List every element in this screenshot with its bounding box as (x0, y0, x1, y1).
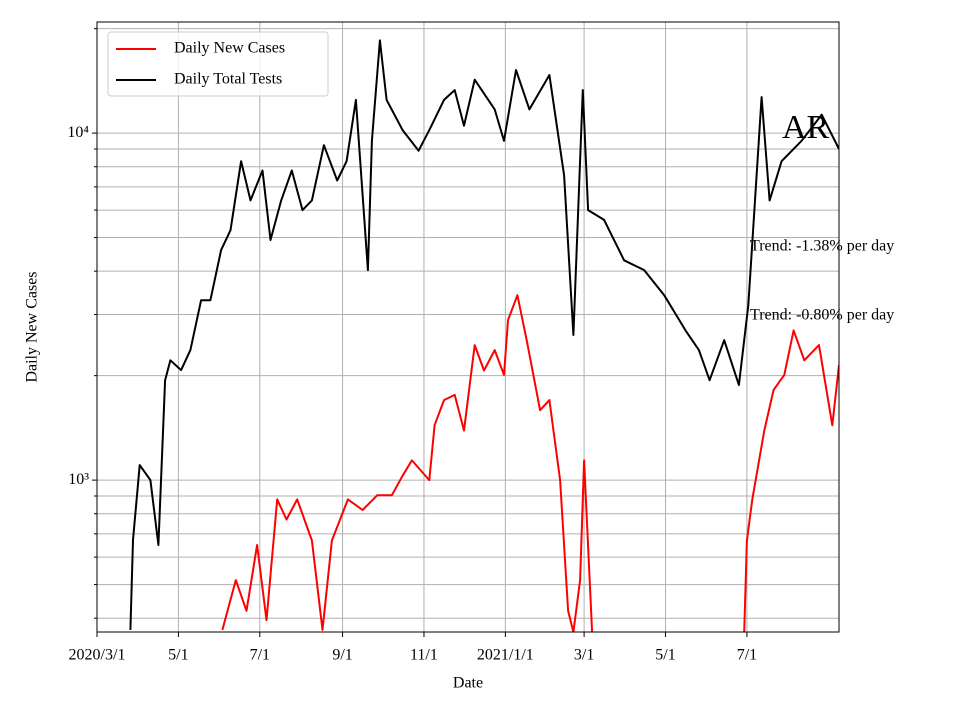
legend-box (107, 31, 329, 97)
x-tick-label: 7/1 (737, 647, 757, 664)
legend: Daily New Cases Daily Total Tests (107, 31, 329, 97)
x-axis-label: Date (453, 675, 483, 692)
x-tick-label: 3/1 (574, 647, 594, 664)
x-tick-label: 7/1 (250, 647, 270, 664)
legend-label: Daily New Cases (174, 40, 285, 57)
annotation: Trend: -1.38% per day (750, 238, 894, 255)
series-line (129, 39, 839, 630)
x-tick-label: 11/1 (410, 647, 438, 664)
ticks: 2020/3/1 5/1 7/1 9/1 11/1 2021/1/1 3/1 5/1 7/1 10… (67, 28, 757, 664)
plot-lines (129, 39, 839, 632)
x-tick-label: 5/1 (168, 647, 188, 664)
x-tick-label: 2020/3/1 (69, 647, 126, 664)
plot-frame (96, 21, 840, 633)
series-line (221, 294, 839, 632)
y-tick-label: 10³ (68, 471, 89, 488)
x-tick-label: 9/1 (332, 647, 352, 664)
y-axis-label: Daily New Cases (24, 271, 41, 382)
grid (96, 22, 839, 632)
legend-label: Daily Total Tests (174, 71, 282, 88)
annotation: AR (782, 109, 830, 146)
x-tick-label: 2021/1/1 (477, 647, 534, 664)
x-tick-label: 5/1 (655, 647, 675, 664)
annotation: Trend: -0.80% per day (750, 307, 894, 324)
y-tick-label: 10⁴ (67, 124, 89, 141)
